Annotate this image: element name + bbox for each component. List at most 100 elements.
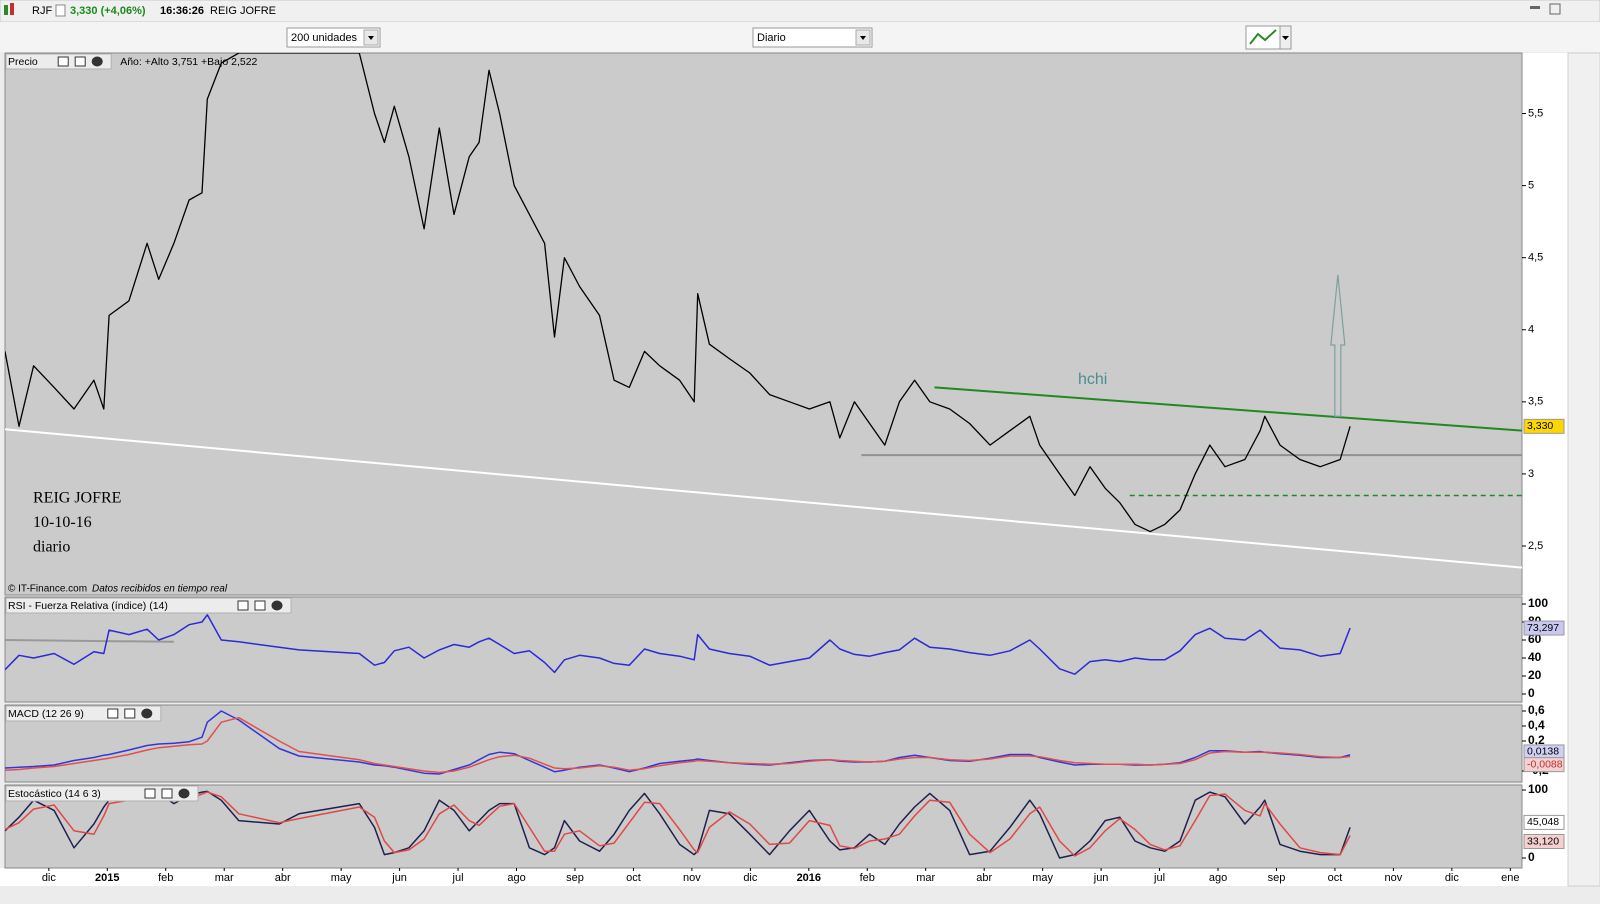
x-tick-label: sep bbox=[1268, 872, 1286, 884]
dropdown-arrow bbox=[860, 36, 866, 40]
x-tick-label: abr bbox=[976, 872, 992, 884]
pane-tool-icon[interactable] bbox=[74, 56, 86, 67]
annotation: 10-10-16 bbox=[33, 514, 92, 531]
x-tick-label: 2016 bbox=[797, 872, 821, 884]
pattern-label: hchi bbox=[1078, 371, 1107, 388]
y-tick-label: 0 bbox=[1528, 850, 1535, 864]
trend-line bbox=[934, 386, 1522, 432]
x-axis-area bbox=[0, 868, 1522, 886]
pane-tool-icon[interactable] bbox=[107, 708, 119, 719]
last-value-box bbox=[1523, 418, 1565, 434]
series-line bbox=[5, 53, 1351, 533]
x-tick-label: dic bbox=[743, 872, 758, 884]
x-tick-label: dic bbox=[42, 872, 57, 884]
x-tick-label: jul bbox=[452, 872, 464, 884]
pane-title: Estocástico (14 6 3) bbox=[8, 788, 101, 800]
last-value-label: 33,120 bbox=[1527, 835, 1559, 847]
dropdown-arrow bbox=[368, 36, 374, 40]
pane-title: MACD (12 26 9) bbox=[8, 708, 84, 720]
symbol: RJF bbox=[32, 5, 52, 17]
pane-title: Precio bbox=[8, 56, 38, 68]
pane-tool-icon[interactable] bbox=[161, 788, 173, 799]
last-value-box bbox=[1523, 620, 1565, 636]
y-tick-label: 3,5 bbox=[1528, 396, 1543, 408]
pane-tool-icon[interactable] bbox=[271, 600, 283, 611]
app-icon bbox=[10, 3, 14, 15]
minimize-button[interactable] bbox=[1530, 6, 1540, 9]
scrollbar[interactable] bbox=[1567, 52, 1600, 887]
units-value: 200 unidades bbox=[291, 32, 358, 44]
y-tick-label: 4,5 bbox=[1528, 252, 1543, 264]
pane-subtitle: Año: +Alto 3,751 +Bajo 2,522 bbox=[120, 56, 257, 68]
y-tick-label: 5,5 bbox=[1528, 107, 1543, 119]
x-tick-label: 2015 bbox=[95, 872, 119, 884]
info-icon[interactable] bbox=[55, 4, 66, 17]
y-tick-label: 5 bbox=[1528, 180, 1534, 192]
target-arrow bbox=[1330, 274, 1346, 417]
credit: © IT-Finance.com bbox=[8, 584, 87, 595]
period-dropdown[interactable] bbox=[752, 27, 873, 48]
pane-title: RSI - Fuerza Relativa (índice) (14) bbox=[8, 600, 168, 612]
pane-tool-icon[interactable] bbox=[178, 788, 190, 799]
last-value-box bbox=[1523, 833, 1565, 849]
plot-area bbox=[5, 614, 1351, 675]
series-line bbox=[5, 716, 1351, 774]
series-line bbox=[5, 614, 1351, 675]
x-tick-label: feb bbox=[158, 872, 173, 884]
trend-line bbox=[5, 639, 174, 643]
period-value: Diario bbox=[757, 32, 786, 44]
last-value-label: 0,0138 bbox=[1527, 746, 1559, 758]
pane-tool-icon[interactable] bbox=[237, 600, 249, 611]
pane-header bbox=[5, 597, 292, 614]
x-tick-label: nov bbox=[1385, 872, 1403, 884]
last-value-box bbox=[1523, 757, 1565, 773]
time: 16:36:26 bbox=[160, 5, 204, 17]
company-name: REIG JOFRE bbox=[210, 5, 276, 17]
chart-type-icon bbox=[1249, 29, 1277, 45]
series-line bbox=[5, 710, 1351, 775]
pane-tool-icon[interactable] bbox=[57, 56, 69, 67]
series-line bbox=[5, 791, 1351, 857]
last-value-label: 73,297 bbox=[1527, 622, 1559, 634]
x-tick-label: nov bbox=[683, 872, 701, 884]
pane-header bbox=[5, 705, 162, 722]
x-tick-label: mar bbox=[916, 872, 935, 884]
x-tick-label: jun bbox=[1093, 872, 1109, 884]
x-tick-label: mar bbox=[215, 872, 234, 884]
maximize-button[interactable] bbox=[1549, 3, 1561, 15]
quote: 3,330 (+4,06%) bbox=[70, 5, 146, 17]
pane bbox=[4, 52, 1523, 596]
annotation: REIG JOFRE bbox=[33, 490, 121, 507]
x-tick-label: ene bbox=[1501, 872, 1519, 884]
pane-tool-icon[interactable] bbox=[141, 708, 153, 719]
x-tick-label: oct bbox=[626, 872, 641, 884]
x-tick-label: sep bbox=[566, 872, 584, 884]
trend-line bbox=[5, 428, 1522, 569]
plot-area bbox=[5, 710, 1351, 775]
pane-tool-icon[interactable] bbox=[124, 708, 136, 719]
y-tick-label: 0,4 bbox=[1528, 718, 1545, 732]
x-tick-label: ago bbox=[507, 872, 525, 884]
pane-tool-icon[interactable] bbox=[254, 600, 266, 611]
pane bbox=[4, 784, 1523, 869]
y-tick-label: 60 bbox=[1528, 632, 1542, 646]
credit-note: Datos recibidos en tiempo real bbox=[92, 584, 228, 595]
y-tick-label: 0,6 bbox=[1528, 703, 1545, 717]
last-value-label: 45,048 bbox=[1527, 816, 1559, 828]
pane-tool-icon[interactable] bbox=[144, 788, 156, 799]
x-tick-label: oct bbox=[1328, 872, 1343, 884]
x-tick-label: may bbox=[331, 872, 352, 884]
x-tick-label: dic bbox=[1445, 872, 1460, 884]
y-tick-label: 3 bbox=[1528, 468, 1534, 480]
units-dropdown[interactable] bbox=[286, 27, 381, 48]
pane-tool-icon[interactable] bbox=[91, 56, 103, 67]
plot-area bbox=[5, 53, 1522, 569]
y-tick-label: 20 bbox=[1528, 668, 1542, 682]
pane bbox=[4, 704, 1523, 783]
x-tick-label: feb bbox=[860, 872, 875, 884]
x-tick-label: abr bbox=[275, 872, 291, 884]
dropdown-arrow bbox=[1282, 36, 1289, 40]
y-tick-label: 40 bbox=[1528, 650, 1542, 664]
last-value-label: -0,0088 bbox=[1527, 758, 1563, 770]
